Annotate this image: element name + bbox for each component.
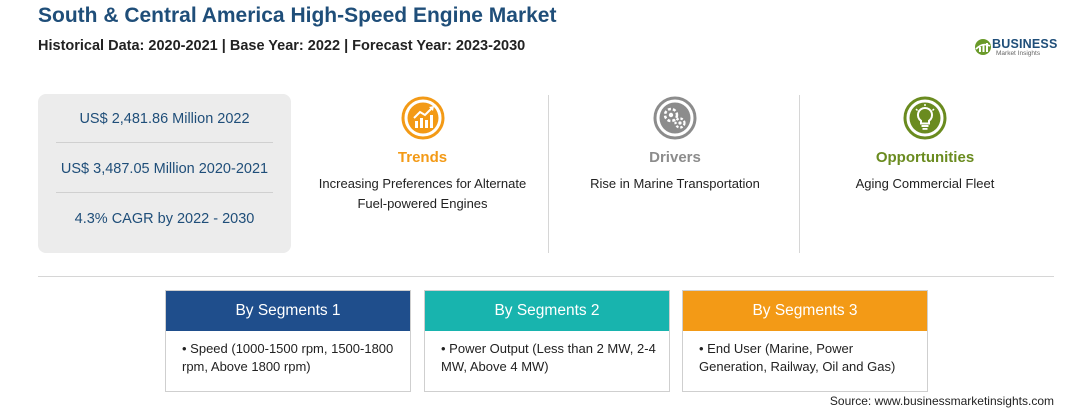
feature-divider <box>799 95 800 253</box>
feature-divider <box>548 95 549 253</box>
globe-logo-icon <box>975 39 991 55</box>
segment-card-1: By Segments 1 • Speed (1000-1500 rpm, 15… <box>165 290 411 392</box>
segment-card-2: By Segments 2 • Power Output (Less than … <box>424 290 670 392</box>
brand-logo: BUSINESS Market Insights <box>974 36 1064 60</box>
segment-3-item: End User (Marine, Power Generation, Rail… <box>699 341 896 374</box>
source-credit: Source: www.businessmarketinsights.com <box>829 394 1054 408</box>
opportunities-description: Aging Commercial Fleet <box>855 176 995 191</box>
opportunities-card: Opportunities Aging Commercial Fleet <box>800 96 1050 194</box>
segment-1-item: Speed (1000-1500 rpm, 1500-1800 rpm, Abo… <box>182 341 394 374</box>
stats-divider <box>56 192 273 193</box>
trends-description: Increasing Preferences for Alternate Fue… <box>318 176 527 211</box>
segment-2-item: Power Output (Less than 2 MW, 2-4 MW, Ab… <box>441 341 656 374</box>
logo-name: BUSINESS <box>992 37 1058 51</box>
drivers-title: Drivers <box>649 149 701 166</box>
logo-tagline: Market Insights <box>996 50 1041 57</box>
section-divider <box>38 276 1054 277</box>
stat-market-size-2022: US$ 2,481.86 Million 2022 <box>79 111 250 127</box>
stat-cagr: 4.3% CAGR by 2022 - 2030 <box>74 211 255 227</box>
segment-1-title: By Segments 1 <box>166 291 410 331</box>
drivers-card: Drivers Rise in Marine Transportation <box>550 96 800 194</box>
opportunities-title: Opportunities <box>875 149 975 166</box>
segment-3-body: • End User (Marine, Power Generation, Ra… <box>699 341 896 374</box>
gears-icon <box>653 96 697 140</box>
segment-2-body: • Power Output (Less than 2 MW, 2-4 MW, … <box>441 341 656 374</box>
trends-card: Trends Increasing Preferences for Altern… <box>300 96 545 214</box>
market-stats-panel: US$ 2,481.86 Million 2022 US$ 3,487.05 M… <box>38 94 291 253</box>
stats-divider <box>56 142 273 143</box>
page-title: South & Central America High-Speed Engin… <box>38 4 557 27</box>
segment-3-title: By Segments 3 <box>683 291 927 331</box>
trend-chart-icon <box>401 96 444 140</box>
trends-title: Trends <box>397 149 448 166</box>
drivers-description: Rise in Marine Transportation <box>590 176 760 191</box>
segment-card-3: By Segments 3 • End User (Marine, Power … <box>682 290 928 392</box>
stat-market-size-historical: US$ 3,487.05 Million 2020-2021 <box>60 161 269 177</box>
segment-1-body: • Speed (1000-1500 rpm, 1500-1800 rpm, A… <box>182 341 394 374</box>
segment-2-title: By Segments 2 <box>425 291 669 331</box>
page-subtitle: Historical Data: 2020-2021 | Base Year: … <box>38 38 526 54</box>
lightbulb-icon <box>903 96 947 140</box>
